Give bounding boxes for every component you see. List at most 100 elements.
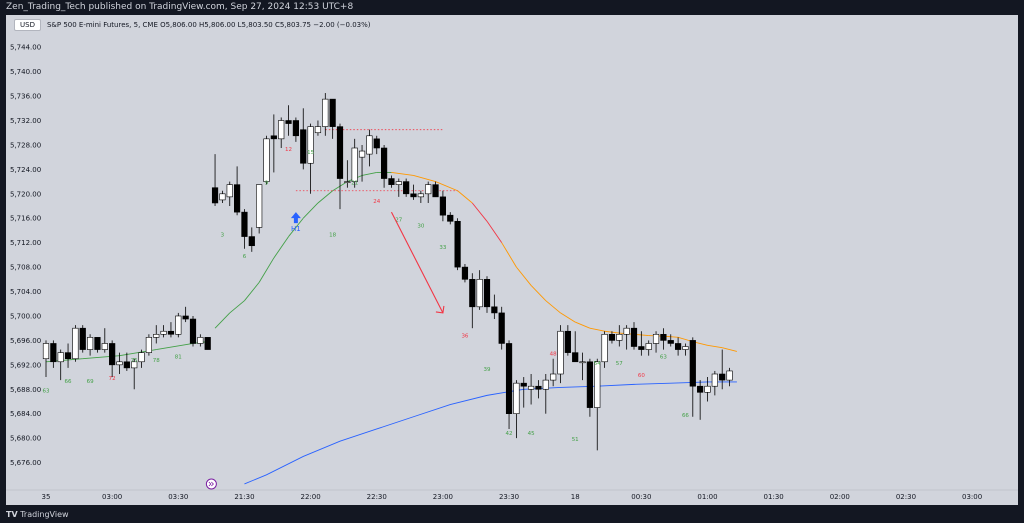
ema-line-segment [302, 202, 319, 219]
candle-body [248, 236, 255, 247]
ema-line-segment [722, 347, 738, 352]
ema-line-segment [530, 285, 547, 302]
candle-body [57, 352, 64, 363]
candle-body [197, 337, 204, 344]
candle-body [535, 385, 542, 390]
ema-line-segment [545, 300, 561, 314]
bar-count-label: 75 [131, 358, 138, 364]
y-tick-label: 5,692.00 [10, 361, 41, 369]
ema-line-segment [156, 343, 194, 351]
ema-line-segment [317, 190, 333, 204]
bar-count-label: 60 [638, 373, 645, 379]
candle-body [314, 126, 322, 134]
ema-line-segment [575, 321, 591, 329]
y-tick-label: 5,700.00 [10, 312, 41, 320]
candle-body [373, 138, 380, 149]
bar-count-label: 66 [682, 413, 689, 419]
candle-body [505, 343, 513, 415]
bar-count-label: 51 [572, 437, 579, 443]
candle-body [182, 315, 189, 320]
candle-body [300, 129, 307, 164]
y-tick-label: 5,676.00 [10, 459, 41, 467]
candle-body [167, 330, 175, 335]
candle-body [432, 184, 439, 198]
ema-line-segment [486, 221, 503, 243]
candle-body [270, 135, 277, 140]
y-tick-label: 5,696.00 [10, 337, 41, 345]
tradingview-logo-icon: TV [6, 510, 18, 519]
candle-body [469, 279, 476, 308]
y-tick-label: 5,740.00 [10, 68, 41, 76]
candle-body [366, 135, 373, 155]
brand-text: TradingView [20, 510, 69, 519]
candle-body [42, 343, 50, 360]
candle-body [219, 193, 226, 201]
bar-count-label: 15 [307, 150, 314, 156]
candle-body [542, 379, 549, 390]
x-tick-label: 02:00 [830, 493, 850, 501]
candle-body [307, 126, 314, 164]
h1-label: H1 [291, 225, 301, 233]
candle-body [667, 340, 674, 344]
ema-line-segment [589, 327, 605, 332]
candle-body [94, 337, 101, 350]
candle-body [682, 346, 689, 350]
candle-body [564, 330, 571, 353]
y-tick-label: 5,716.00 [10, 215, 41, 223]
bar-count-label: 24 [373, 199, 380, 205]
x-tick-label: 22:30 [367, 493, 387, 501]
candle-body [388, 178, 395, 185]
ema-line-segment [471, 202, 488, 222]
chart-panel[interactable]: 5,676.00 5,680.00 5,684.00 5,688.00 5,692.00… [6, 15, 1018, 505]
ema-line-segment [391, 171, 414, 176]
bar-count-label: 18 [329, 233, 336, 239]
candle-body [476, 279, 483, 308]
bar-count-label: 81 [175, 355, 182, 361]
candle-body [674, 343, 682, 350]
ema-line-segment [435, 181, 458, 192]
candle-body [153, 333, 160, 338]
x-tick-label: 01:00 [697, 493, 717, 501]
bar-count-label: 54 [594, 361, 601, 367]
candle-body [550, 373, 557, 381]
candle-body [292, 120, 300, 137]
candle-body [380, 147, 388, 179]
candle-body [689, 340, 696, 387]
candle-body [572, 352, 579, 363]
price-chart[interactable]: 5,676.00 5,680.00 5,684.00 5,688.00 5,692.00… [6, 15, 1018, 505]
x-tick-label: 35 [42, 493, 51, 501]
bar-count-label: 6 [243, 254, 247, 260]
x-tick-label: 23:30 [499, 493, 519, 501]
x-tick-label: 03:30 [168, 493, 188, 501]
candle-body [64, 352, 72, 360]
candle-body [101, 343, 108, 350]
bar-count-label: 12 [285, 147, 292, 153]
candle-body [425, 184, 432, 195]
candle-body [447, 214, 454, 222]
publisher-text: Zen_Trading_Tech published on TradingVie… [6, 2, 354, 12]
ema-line-segment [244, 282, 260, 301]
candle-body [138, 352, 145, 363]
candle-body [72, 327, 79, 360]
tradingview-logo[interactable]: TV TradingView [6, 507, 69, 523]
ema-line-segment [273, 236, 289, 259]
bar-count-label: 72 [109, 376, 116, 382]
candle-body [175, 315, 182, 335]
candle-body [513, 382, 520, 415]
candle-body [711, 373, 718, 387]
bar-count-label: 63 [660, 355, 667, 361]
candle-body [704, 385, 711, 393]
candle-body [498, 312, 505, 344]
candle-body [351, 147, 358, 182]
ema-line-segment [361, 171, 377, 176]
ema-line-segment [457, 190, 473, 204]
y-tick-label: 5,744.00 [10, 44, 41, 52]
bar-count-label: 9 [265, 181, 269, 187]
bar-count-label: 63 [43, 388, 50, 394]
candle-body [652, 333, 660, 344]
candle-body [483, 279, 491, 308]
y-tick-label: 5,684.00 [10, 410, 41, 418]
currency-button[interactable]: USD [14, 19, 41, 31]
ema-line-segment [258, 257, 275, 283]
candle-body [358, 150, 366, 158]
